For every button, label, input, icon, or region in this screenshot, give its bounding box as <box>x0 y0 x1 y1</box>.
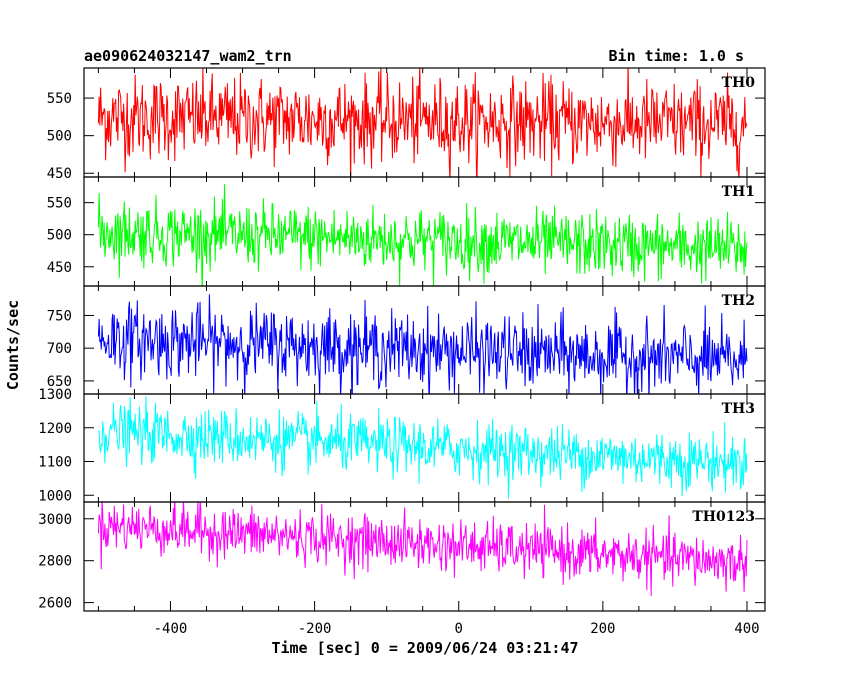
y-tick-label: 1200 <box>38 421 72 437</box>
y-tick-label: 3000 <box>38 512 72 528</box>
panel-th3-label: TH3 <box>722 401 755 417</box>
y-tick-label: 500 <box>47 228 72 244</box>
x-tick-label: -200 <box>298 621 332 637</box>
y-tick-label: 2800 <box>38 554 72 570</box>
y-tick-label: 650 <box>47 374 72 390</box>
series-th0-line <box>97 68 748 177</box>
series-th0123-line <box>97 502 748 596</box>
y-tick-label: 450 <box>47 260 72 276</box>
panel-th0123-label: TH0123 <box>692 509 755 525</box>
chart-subtitle: Bin time: 1.0 s <box>609 47 744 65</box>
y-tick-label: 450 <box>47 166 72 182</box>
y-tick-label: 550 <box>47 91 72 107</box>
y-tick-label: 700 <box>47 341 72 357</box>
y-tick-label: 2600 <box>38 596 72 612</box>
panel-th0-frame <box>83 67 766 178</box>
chart-title: ae090624032147_wam2_trn <box>84 47 292 65</box>
y-axis-label: Counts/sec <box>4 300 22 390</box>
series-th1-line <box>97 184 748 286</box>
y-tick-label: 1100 <box>38 455 72 471</box>
x-tick-label: 0 <box>455 621 463 637</box>
panel-th0123-frame <box>83 501 766 612</box>
y-tick-label: 1300 <box>38 387 72 403</box>
y-tick-label: 500 <box>47 129 72 145</box>
x-tick-label: 400 <box>734 621 759 637</box>
y-tick-label: 750 <box>47 308 72 324</box>
panel-th1-label: TH1 <box>722 184 755 200</box>
y-tick-label: 1000 <box>38 488 72 504</box>
panel-th2-label: TH2 <box>722 293 755 309</box>
x-tick-label: -400 <box>154 621 188 637</box>
x-tick-label: 200 <box>590 621 615 637</box>
panels-group: 450 500 550 TH0 450 500 550 TH1 650 700 750 TH2 1000… <box>38 67 766 637</box>
series-th3-line <box>97 396 748 499</box>
x-axis-label: Time [sec] 0 = 2009/06/24 03:21:47 <box>271 639 578 657</box>
y-tick-label: 550 <box>47 196 72 212</box>
panel-th0-label: TH0 <box>722 75 756 91</box>
series-th2-line <box>97 294 748 394</box>
